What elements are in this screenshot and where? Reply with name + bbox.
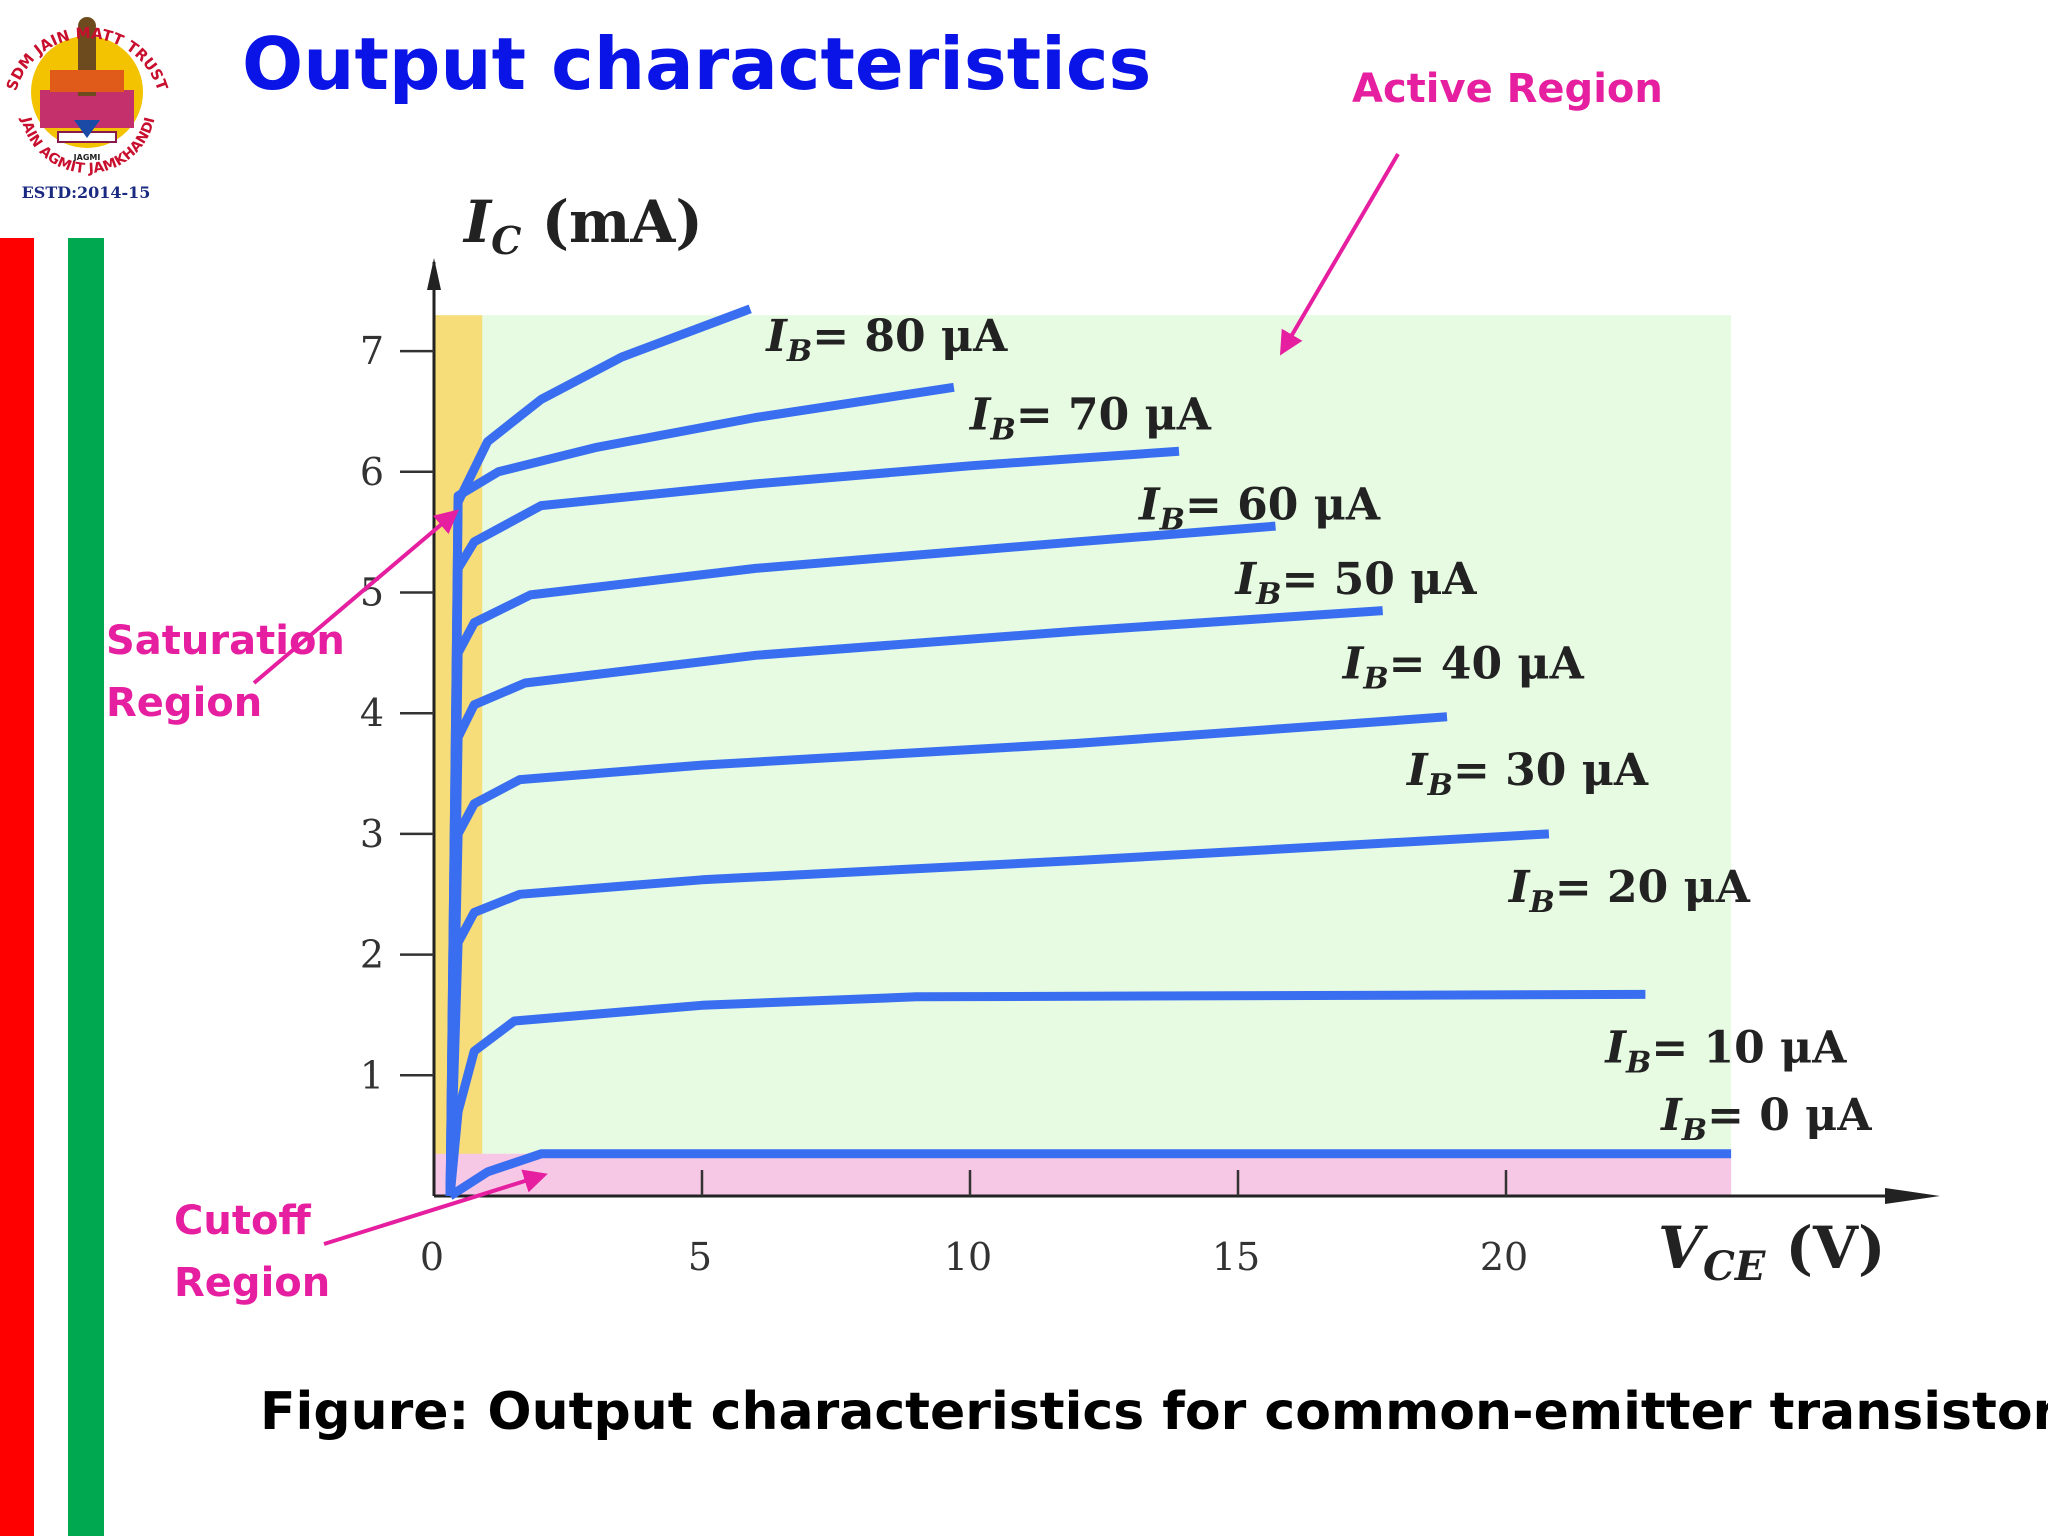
y-tick-label-7: 7 [360,329,384,373]
active-region-label: Active Region [1352,66,1663,112]
figure-caption: Figure: Output characteristics for commo… [260,1382,2048,1442]
svg-text:JAGMI: JAGMI [73,153,101,162]
ib-curve-label-7: IB= 70 μA [968,389,1212,447]
x-tick-label-10: 10 [944,1235,992,1279]
y-axis-arrowhead [427,258,441,290]
ib-curve-label-6: IB= 60 μA [1137,479,1381,537]
ib-curve-8 [445,304,752,1197]
x-tick-label-15: 15 [1212,1235,1260,1279]
ib-curve-label-3: IB= 30 μA [1405,745,1649,803]
ib-curve-label-4: IB= 40 μA [1341,639,1585,697]
ib-curve-label-1: IB= 10 μA [1603,1022,1847,1080]
y-tick-label-4: 4 [360,691,384,735]
red-accent-stripe [0,238,34,1536]
cutoff-label-line-2: Region [174,1260,331,1306]
ib-curve-label-8: IB= 80 μA [764,311,1008,369]
y-tick-label-6: 6 [360,450,384,494]
x-axis-arrowhead [1885,1188,1940,1204]
x-axis-label: VCE (V) [1658,1214,1885,1290]
slide-title: Output characteristics [242,22,1152,106]
saturation-label-line-1: Saturation [106,618,345,664]
cutoff-region-label: Cutoff Region [174,1190,330,1314]
y-tick-label-2: 2 [360,933,384,977]
cutoff-region-arrow [323,1169,548,1246]
ib-curve-label-2: IB= 20 μA [1507,862,1751,920]
saturation-region-arrow [252,509,460,685]
green-accent-stripe [68,238,104,1536]
y-axis-label: IC (mA) [462,188,703,263]
institution-logo: SDM JAIN MATT TRUST JAIN AGMIT JAMKHANDI… [3,8,172,202]
saturation-label-line-2: Region [106,680,263,726]
active-region-arrow [1279,152,1400,356]
saturation-region-label: Saturation Region [106,610,345,734]
x-tick-label-20: 20 [1480,1235,1528,1279]
logo-estd-text: ESTD:2014-15 [22,183,151,202]
cutoff-label-line-1: Cutoff [174,1198,311,1244]
ib-curve-1 [445,989,1646,1197]
x-tick-label-0: 0 [420,1235,444,1279]
y-tick-label-3: 3 [360,812,384,856]
ib-curve-label-0: IB= 0 μA [1659,1090,1872,1148]
ib-curve-0 [447,1149,1732,1200]
y-tick-label-1: 1 [360,1053,384,1097]
x-tick-label-5: 5 [688,1235,712,1279]
ib-curve-label-5: IB= 50 μA [1234,554,1478,612]
cutoff-region-area [434,1153,1732,1196]
